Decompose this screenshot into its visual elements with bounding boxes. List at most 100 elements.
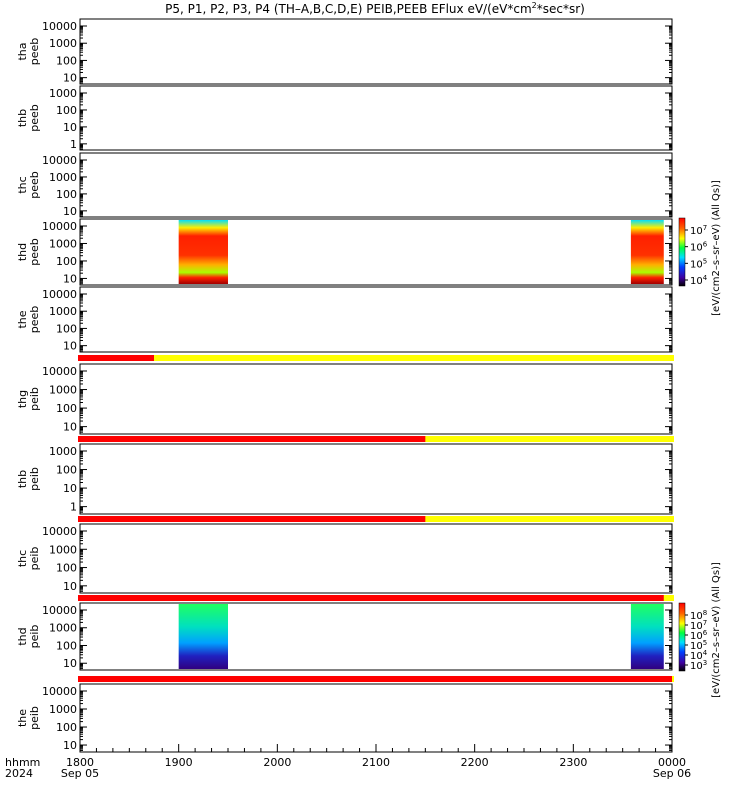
x-end-date: Sep 06	[653, 767, 691, 780]
y-tick-label: 1	[70, 138, 77, 151]
panel-label: thdpeib	[16, 625, 41, 649]
panel-label-product: peeb	[28, 306, 41, 334]
y-tick-label: 10000	[42, 220, 77, 233]
panel-thc-peib: 10000 1000 100 10 thcpeib	[16, 523, 673, 594]
colorbar-tick-exponent: 6	[703, 241, 708, 249]
x-left-label-hhmm: hhmm	[5, 756, 40, 769]
colorbar-tick-label: 106	[690, 241, 708, 254]
colorbar-label: [eV/(cm2–s–sr–eV) (All Qs)]	[711, 180, 722, 316]
colorbar-tick-exponent: 7	[703, 619, 707, 627]
y-tick-label: 100	[56, 322, 77, 335]
y-tick-label: 1000	[49, 384, 77, 397]
colorbar-tick-exponent: 7	[703, 224, 707, 232]
panel-frame	[79, 363, 673, 435]
colorbar-tick-exponent: 4	[703, 274, 708, 282]
title-main: P5, P1, P2, P3, P4 (TH–A,B,C,D,E) PEIB,P…	[165, 2, 532, 16]
panel-label-probe: the	[16, 310, 29, 328]
status-bar-red	[78, 516, 426, 522]
colorbar-tick-base: 10	[690, 641, 703, 652]
panel-thd-peib: 10000 1000 100 10 thdpeib	[16, 602, 673, 671]
y-tick-label: 10	[63, 482, 77, 495]
panel-label-product: peib	[28, 706, 41, 730]
panel-label: thepeeb	[16, 306, 41, 334]
colorbar-tick-base: 10	[690, 621, 703, 632]
y-tick-label: 10	[63, 272, 77, 285]
y-tick-label: 10000	[42, 604, 77, 617]
panel-label-probe: thg	[16, 390, 29, 408]
y-tick-label: 100	[56, 464, 77, 477]
panel-label: thgpeib	[16, 387, 41, 411]
y-tick-label: 100	[56, 562, 77, 575]
spectrogram-block	[630, 220, 664, 284]
panel-label: thepeib	[16, 706, 41, 730]
colorbar-gradient	[678, 602, 686, 672]
panel-frame	[79, 18, 673, 85]
y-tick-label: 10	[63, 205, 77, 218]
panel-thc-peeb: 10000 1000 100 10 thcpeeb	[16, 152, 673, 218]
y-tick-label: 10000	[42, 154, 77, 167]
colorbar-label: [eV/(cm2–s–sr–eV) (All Qs)]	[711, 562, 722, 698]
x-tick-label: 1900	[165, 756, 193, 769]
panel-the-peib: 10000 1000 100 10 thepeib	[16, 683, 673, 753]
panel-frame	[79, 218, 673, 286]
status-bar-red	[78, 595, 664, 601]
panel-label-product: peib	[28, 387, 41, 411]
colorbar-tick-exponent: 5	[703, 257, 707, 265]
colorbar-tick-base: 10	[690, 651, 703, 662]
panel-frame	[79, 152, 673, 218]
y-tick-label: 1000	[49, 703, 77, 716]
y-tick-label: 1000	[49, 305, 77, 318]
panel-label-probe: thb	[16, 470, 29, 488]
title-tail: *sec*sr)	[537, 2, 585, 16]
panel-frame	[79, 443, 673, 515]
y-tick-label: 10000	[42, 365, 77, 378]
colorbar-tick-label: 107	[690, 619, 707, 632]
panel-label-probe: tha	[16, 42, 29, 60]
colorbar-tick-label: 104	[690, 649, 708, 662]
panel-thb-peeb: 1000 100 10 1 thbpeeb	[16, 85, 673, 151]
colorbar-tick-base: 10	[690, 259, 703, 270]
y-tick-label: 10	[63, 72, 77, 85]
colorbar-tick-base: 10	[690, 226, 703, 237]
panel-label-probe: thd	[16, 627, 29, 645]
x-tick-label: 1800	[66, 756, 94, 769]
colorbar-tick-label: 105	[690, 257, 707, 270]
y-tick-label: 10000	[42, 288, 77, 301]
colorbar-tick-label: 104	[690, 274, 708, 287]
colorbar-gradient	[678, 217, 686, 287]
panel-thd-peeb: 10000 1000 100 10 thdpeeb	[16, 218, 673, 286]
y-tick-label: 10	[63, 580, 77, 593]
colorbar-tick-label: 105	[690, 639, 707, 652]
spectrogram-block	[178, 604, 228, 669]
panel-frame	[79, 602, 673, 671]
x-tick-label: 2200	[461, 756, 489, 769]
y-tick-label: 1000	[49, 543, 77, 556]
y-tick-label: 10	[63, 421, 77, 434]
y-tick-label: 100	[56, 188, 77, 201]
y-tick-label: 100	[56, 255, 77, 268]
y-tick-label: 1000	[49, 237, 77, 250]
y-tick-label: 1000	[49, 171, 77, 184]
colorbar-tick-base: 10	[690, 631, 703, 642]
y-tick-label: 1000	[49, 622, 77, 635]
colorbar-tick-label: 103	[690, 659, 707, 672]
panel-label-probe: thd	[16, 243, 29, 261]
panel-label-product: peeb	[28, 238, 41, 266]
panel-tha-peeb: 10000 1000 100 10 thapeeb	[16, 18, 673, 85]
chart-title: P5, P1, P2, P3, P4 (TH–A,B,C,D,E) PEIB,P…	[165, 1, 585, 16]
panel-label: thapeeb	[16, 38, 41, 66]
colorbar-tick-base: 10	[690, 243, 703, 254]
y-tick-label: 1000	[49, 37, 77, 50]
y-tick-label: 10	[63, 121, 77, 134]
colorbar-tick-label: 108	[690, 609, 707, 622]
panels-group: 10000100010010thapeeb1000100101thbpeeb10…	[16, 18, 673, 753]
panel-frame	[79, 523, 673, 594]
panel-thb-peib: 1000 100 10 1 thbpeib	[16, 443, 673, 515]
x-tick-label: 2100	[362, 756, 390, 769]
status-bar-red	[78, 676, 672, 682]
panel-label: thdpeeb	[16, 238, 41, 266]
title-superscript: 2	[532, 1, 537, 10]
colorbar-tick-base: 10	[690, 661, 703, 672]
